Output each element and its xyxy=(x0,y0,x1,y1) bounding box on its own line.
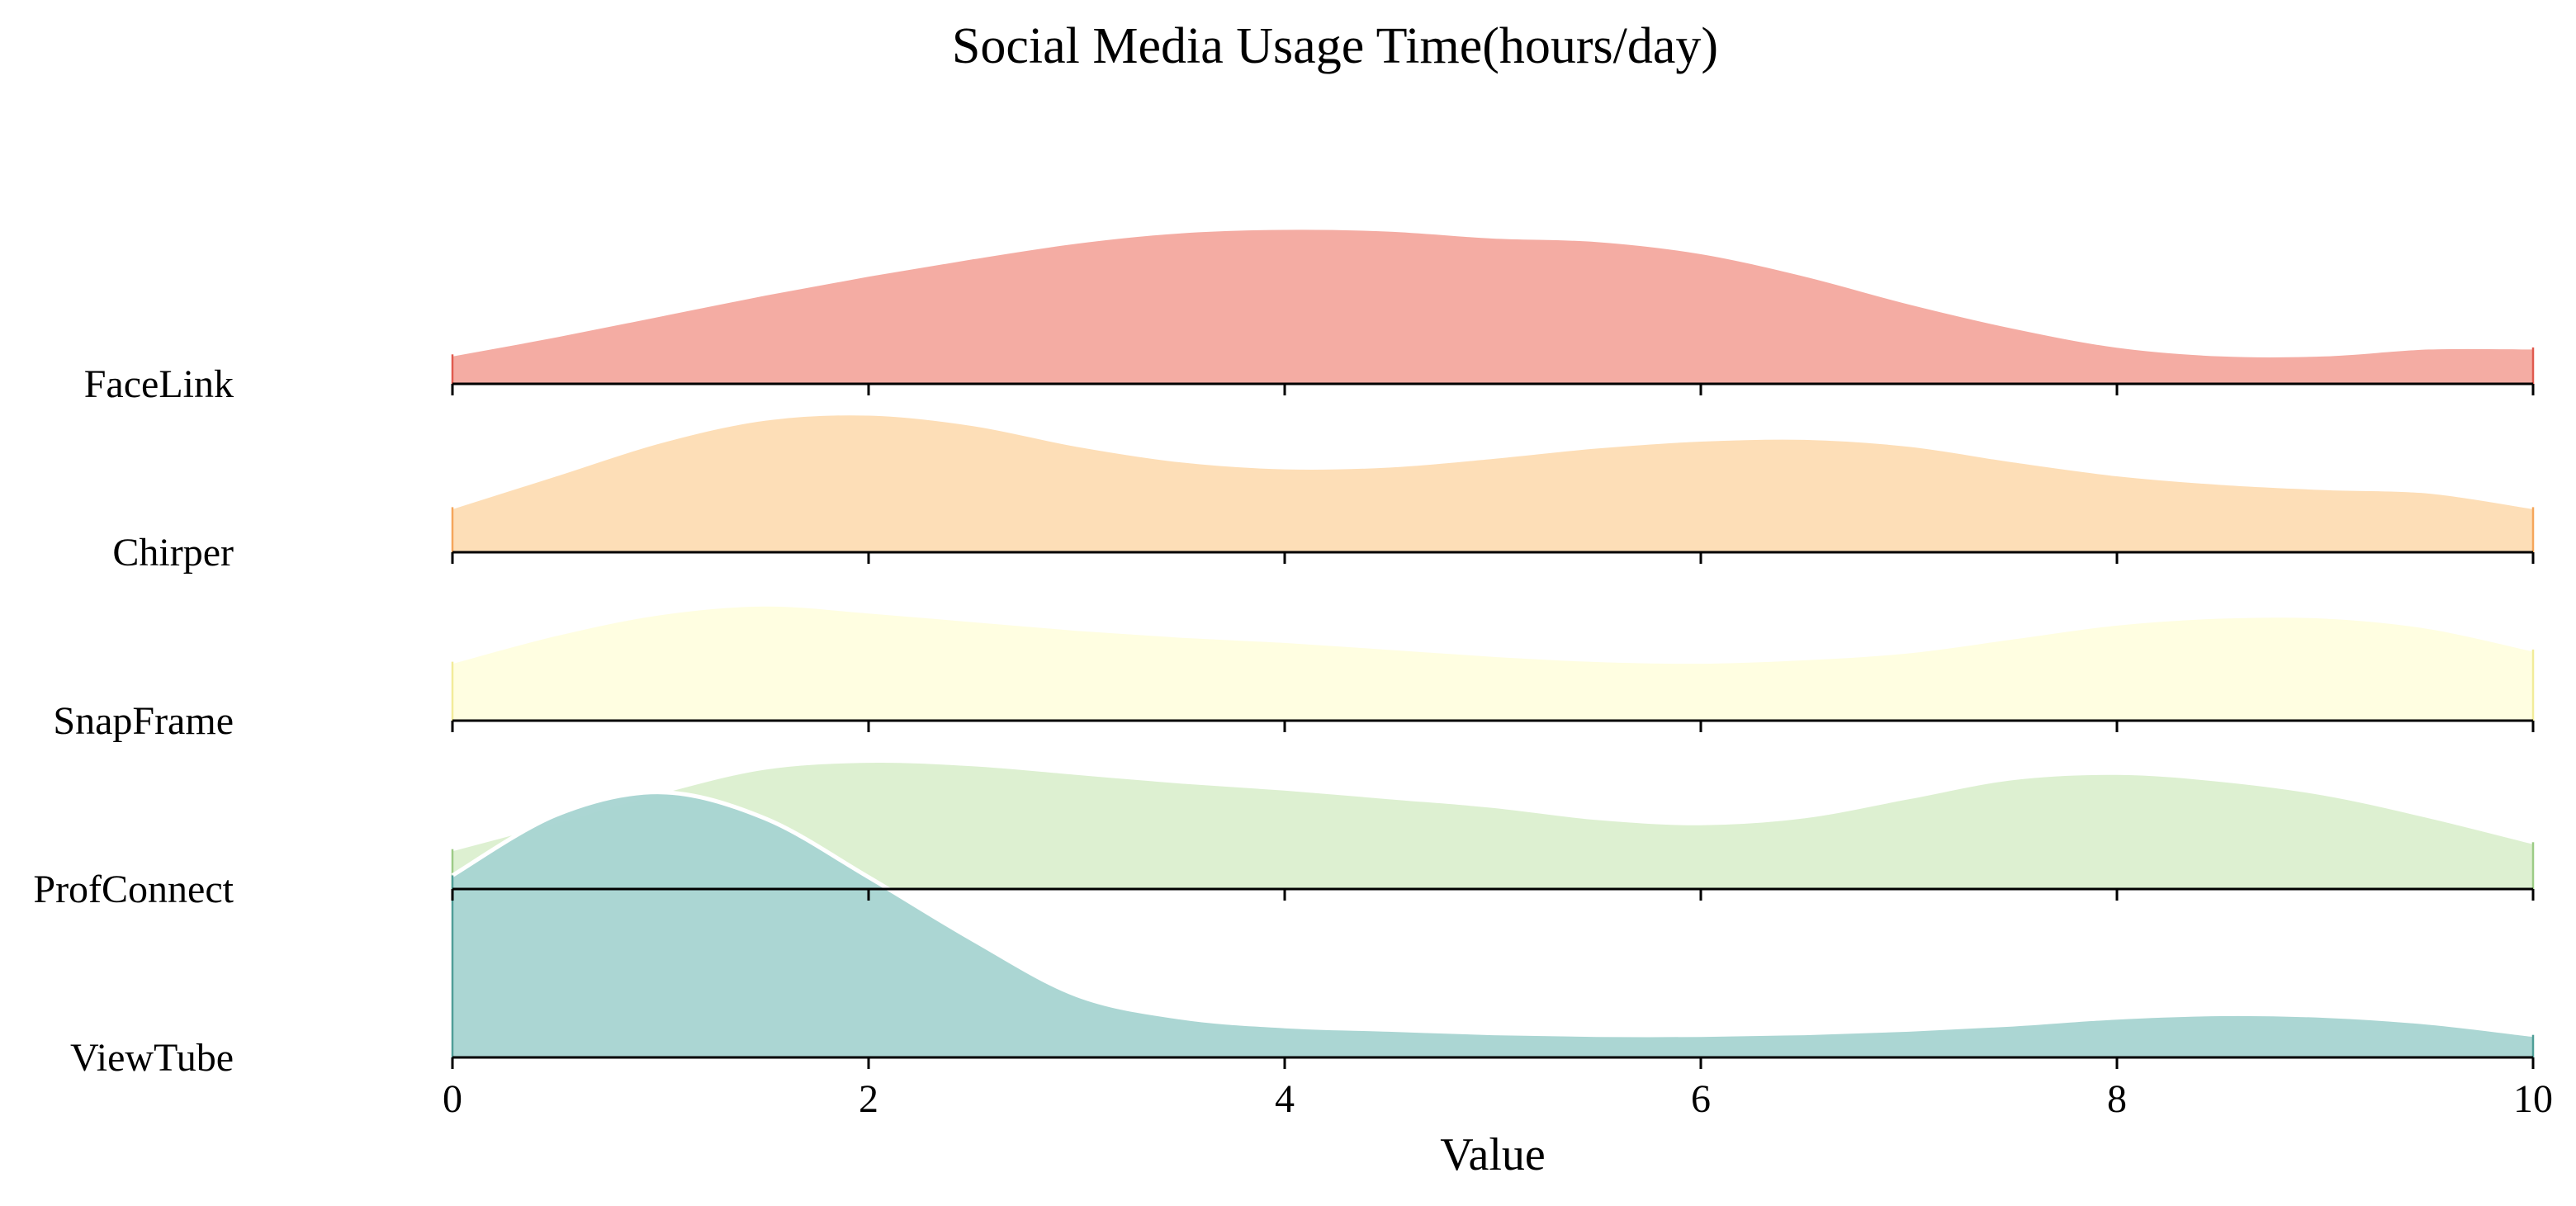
ridge-snapframe xyxy=(451,602,2535,721)
x-tick-label: 2 xyxy=(859,1077,878,1121)
ridge-outline-profconnect xyxy=(452,758,2534,852)
ridge-label-facelink: FaceLink xyxy=(84,362,234,406)
ridge-label-chirper: Chirper xyxy=(112,531,234,575)
x-axis-label: Value xyxy=(1440,1129,1546,1180)
ridge-label-profconnect: ProfConnect xyxy=(33,868,234,911)
ridge-label-viewtube: ViewTube xyxy=(70,1036,234,1080)
ridge-area-chirper xyxy=(452,413,2533,552)
ridge-outline-chirper xyxy=(452,411,2534,509)
ridge-outline-viewtube xyxy=(451,790,2534,1038)
ridges-group xyxy=(451,225,2535,1057)
ridge-viewtube xyxy=(451,790,2535,1057)
ridge-facelink xyxy=(451,225,2535,384)
ridge-label-snapframe: SnapFrame xyxy=(53,699,234,743)
x-tick-label: 0 xyxy=(443,1077,462,1121)
x-tick-label: 6 xyxy=(1691,1077,1711,1121)
ridge-outline-facelink xyxy=(452,225,2534,357)
chart-title: Social Media Usage Time(hours/day) xyxy=(952,18,1718,74)
ridge-area-snapframe xyxy=(452,604,2533,721)
ridge-area-profconnect xyxy=(452,760,2533,889)
ridge-area-facelink xyxy=(452,227,2533,384)
ridge-profconnect xyxy=(451,758,2535,889)
ridge-area-viewtube xyxy=(452,792,2533,1057)
ridge-chirper xyxy=(451,411,2535,552)
x-tick-label: 8 xyxy=(2107,1077,2127,1121)
ridge-outline-snapframe xyxy=(452,602,2534,664)
x-axis: FaceLink Chirper SnapFrame ProfConnect ViewT… xyxy=(33,362,2553,1121)
x-tick-label: 4 xyxy=(1275,1077,1295,1121)
x-tick-label: 10 xyxy=(2513,1077,2553,1121)
